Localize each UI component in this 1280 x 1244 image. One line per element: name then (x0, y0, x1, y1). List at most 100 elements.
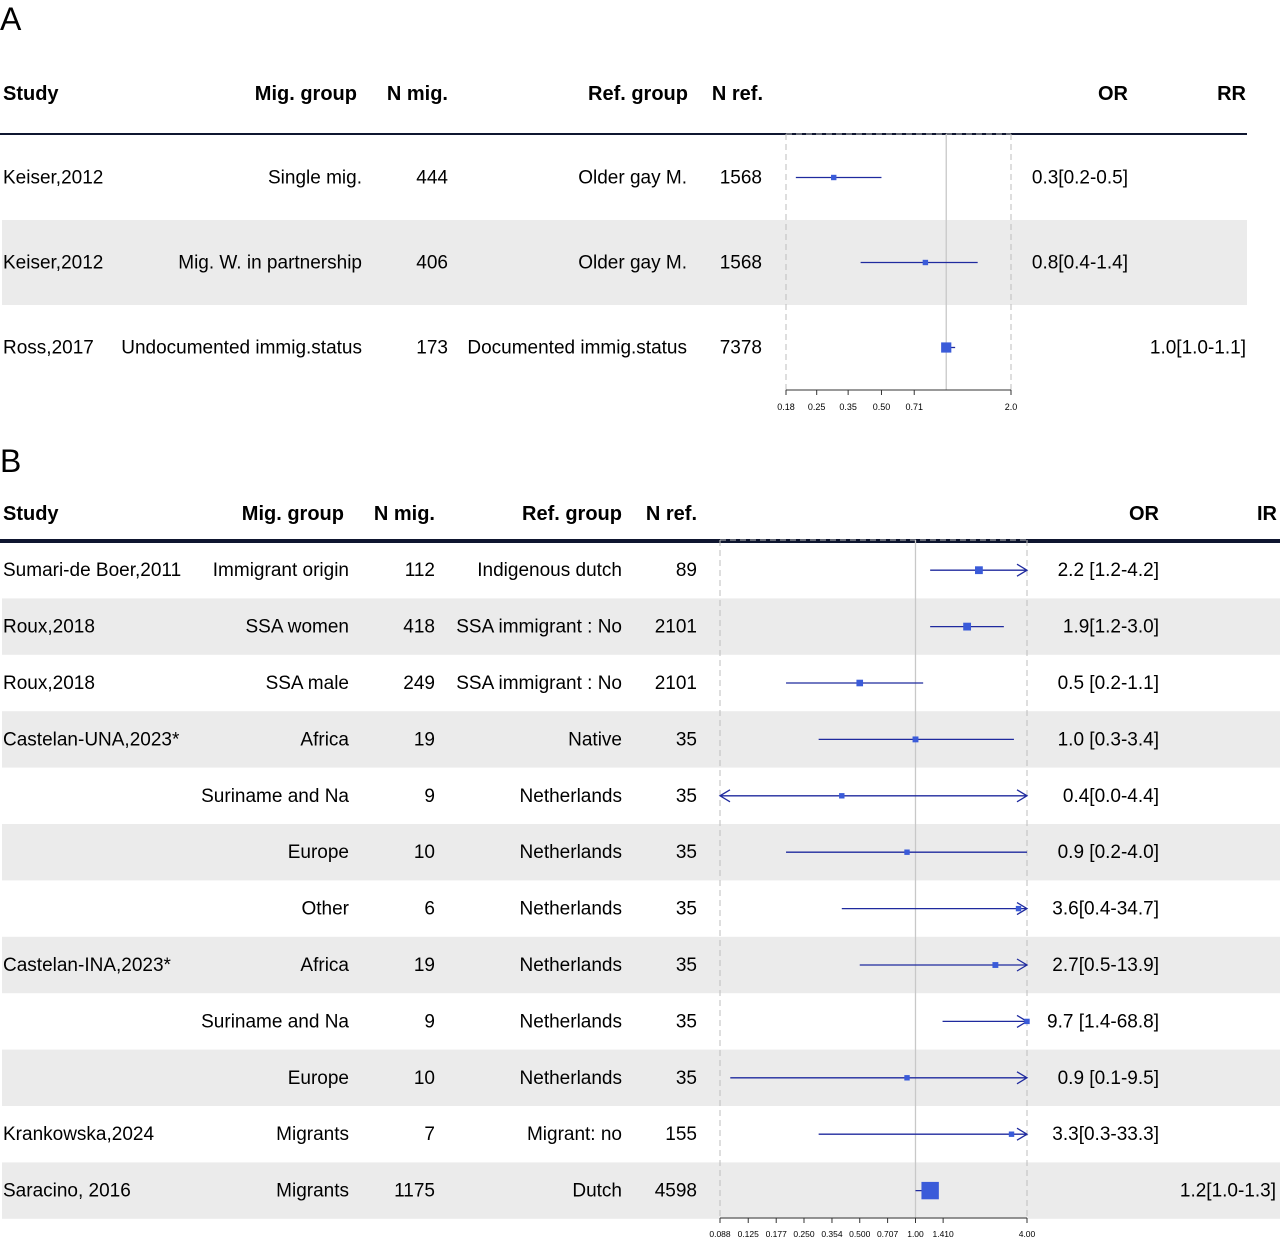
panel-b-cell-n-ref: 35 (676, 899, 697, 920)
panel-b-cell-mig-group: Other (301, 899, 349, 920)
panel-b-cell-mig-group: Suriname and Na (201, 1011, 349, 1032)
panel-b-row-stripe (2, 936, 1280, 994)
panel-a-point-estimate (831, 174, 837, 181)
panel-b-cell-n-ref: 2101 (655, 617, 697, 638)
panel-b-cell-mig-group: Europe (288, 842, 349, 863)
panel-a-x-tick-label: 0.71 (905, 402, 923, 412)
panel-a-cell-study: Ross,2017 (3, 338, 94, 359)
panel-a-x-tick-label: 0.50 (873, 402, 891, 412)
panel-b-label: B (0, 443, 21, 479)
panel-b-header-rr: IR (1257, 503, 1278, 525)
panel-b-cell-mig-group: SSA male (266, 673, 349, 694)
panel-b-cell-n-mig: 10 (414, 842, 435, 863)
panel-b-cell-n-mig: 418 (403, 617, 435, 638)
panel-b-cell-ref-group: Netherlands (520, 1068, 622, 1089)
panel-b-cell-mig-group: Africa (300, 729, 349, 750)
panel-b-cell-n-mig: 19 (414, 955, 435, 976)
panel-b-cell-n-mig: 7 (424, 1124, 435, 1145)
panel-b-point-estimate (1015, 905, 1022, 912)
panel-b-point-estimate (904, 1075, 910, 1081)
panel-b-ci-arrow-right (1016, 1127, 1029, 1141)
panel-a-header-study: Study (3, 83, 59, 105)
panel-b-cell-mig-group: SSA women (246, 617, 350, 638)
panel-b-cell-n-mig: 9 (424, 786, 435, 807)
panel-b-cell-or: 1.0 [0.3-3.4] (1058, 729, 1159, 750)
panel-b-point-estimate (1024, 1018, 1030, 1025)
panel-b-header-n-mig: N mig. (374, 503, 435, 525)
panel-a-row-stripe (2, 220, 1247, 305)
panel-a-cell-n-ref: 7378 (720, 338, 762, 359)
panel-b-cell-study: Roux,2018 (3, 617, 95, 638)
panel-b-cell-n-ref: 35 (676, 786, 697, 807)
panel-a-cell-study: Keiser,2012 (3, 253, 103, 274)
panel-a-header-mig-group: Mig. group (255, 83, 357, 105)
panel-b-cell-n-ref: 35 (676, 1011, 697, 1032)
panel-b-cell-or: 0.9 [0.1-9.5] (1058, 1068, 1159, 1089)
panel-b-cell-n-mig: 112 (405, 560, 435, 581)
panel-a-cell-n-ref: 1568 (720, 168, 762, 189)
panel-a-cell-study: Keiser,2012 (3, 168, 103, 189)
panel-b-cell-n-mig: 9 (424, 1011, 435, 1032)
panel-b-cell-or: 0.4[0.0-4.4] (1063, 786, 1159, 807)
panel-b-point-estimate (963, 622, 972, 631)
panel-a-cell-ref-group: Documented immig.status (467, 338, 687, 359)
panel-b-cell-ref-group: SSA immigrant : No (456, 673, 622, 694)
panel-b-x-tick-label: 4.00 (1019, 1229, 1036, 1239)
panel-b-cell-ref-group: Dutch (572, 1181, 622, 1202)
panel-b-cell-ref-group: Native (568, 729, 622, 750)
panel-b-cell-study: Castelan-UNA,2023* (3, 729, 180, 750)
panel-b-header-ref-group: Ref. group (522, 503, 622, 525)
panel-b-cell-or: 2.7[0.5-13.9] (1052, 955, 1159, 976)
panel-a-cell-mig-group: Undocumented immig.status (121, 338, 362, 359)
panel-b-cell-ref-group: Netherlands (520, 955, 622, 976)
panel-b-cell-ref-group: Netherlands (520, 786, 622, 807)
panel-b-cell-ref-group: SSA immigrant : No (456, 617, 622, 638)
panel-b-cell-ref-group: Netherlands (520, 842, 622, 863)
panel-b-row-stripe (2, 1162, 1280, 1219)
panel-b-ci-arrow-right (1016, 563, 1029, 577)
panel-b-cell-study: Saracino, 2016 (3, 1181, 131, 1202)
panel-a-point-estimate (922, 259, 929, 266)
panel-b-point-estimate (1008, 1131, 1015, 1137)
panel-a-cell-n-mig: 173 (416, 338, 448, 359)
panel-a-cell-n-mig: 444 (416, 168, 448, 189)
panel-b-x-tick-label: 0.177 (766, 1229, 788, 1239)
panel-b-row-stripe (2, 1049, 1280, 1106)
panel-a-cell-ref-group: Older gay M. (578, 168, 687, 189)
panel-b-cell-mig-group: Immigrant origin (213, 560, 349, 581)
panel-b-header-study: Study (3, 503, 59, 525)
panel-a-cell-mig-group: Single mig. (268, 168, 362, 189)
panel-b-row-stripe (2, 598, 1280, 655)
panel-b-x-tick-label: 0.500 (849, 1229, 871, 1239)
panel-b-cell-mig-group: Migrants (276, 1124, 349, 1145)
panel-b-cell-or: 1.9[1.2-3.0] (1063, 617, 1159, 638)
panel-b-x-tick-label: 0.250 (793, 1229, 815, 1239)
panel-b-x-tick-label: 1.00 (907, 1229, 924, 1239)
panel-b-cell-or: 0.5 [0.2-1.1] (1058, 673, 1159, 694)
panel-b-x-tick-label: 0.707 (877, 1229, 899, 1239)
panel-a-label: A (0, 1, 22, 37)
panel-b-point-estimate (912, 736, 919, 743)
panel-a-cell-or: 0.8[0.4-1.4] (1032, 253, 1128, 274)
panel-b-cell-ref-group: Indigenous dutch (477, 560, 622, 581)
panel-b-cell-n-ref: 155 (665, 1124, 697, 1145)
panel-b-cell-n-mig: 6 (424, 899, 435, 920)
panel-b-header-mig-group: Mig. group (242, 503, 344, 525)
panel-b-ci-arrow-right (1016, 902, 1029, 916)
panel-a-cell-or: 0.3[0.2-0.5] (1032, 168, 1128, 189)
panel-b-cell-ref-group: Netherlands (520, 1011, 622, 1032)
panel-a-cell-n-ref: 1568 (720, 253, 762, 274)
panel-b-point-estimate (904, 849, 910, 855)
panel-a-cell-mig-group: Mig. W. in partnership (178, 253, 362, 274)
panel-b-cell-or: 3.3[0.3-33.3] (1052, 1124, 1159, 1145)
panel-b-cell-ref-group: Netherlands (520, 899, 622, 920)
panel-a-header-ref-group: Ref. group (588, 83, 688, 105)
panel-b-cell-n-ref: 35 (676, 955, 697, 976)
panel-b-ci-arrow-left (718, 789, 731, 803)
panel-b-point-estimate (856, 679, 864, 687)
panel-b-cell-or: 0.9 [0.2-4.0] (1058, 842, 1159, 863)
panel-a-header-or: OR (1098, 83, 1129, 105)
panel-b-cell-mig-group: Europe (288, 1068, 349, 1089)
panel-b-ci-arrow-right (1016, 1071, 1029, 1085)
